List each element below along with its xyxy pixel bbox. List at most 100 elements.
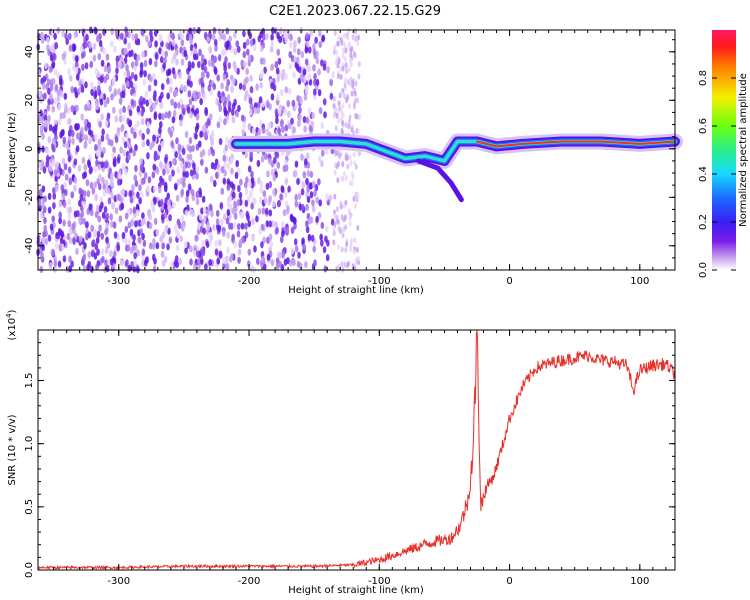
noise-speckle	[62, 111, 66, 119]
noise-speckle	[52, 202, 56, 210]
noise-speckle	[51, 144, 55, 152]
noise-speckle	[160, 83, 165, 91]
noise-speckle	[155, 242, 160, 250]
noise-speckle	[187, 183, 192, 191]
noise-speckle	[349, 47, 353, 54]
noise-speckle	[307, 73, 312, 81]
noise-speckle	[356, 191, 360, 198]
noise-speckle	[80, 51, 85, 59]
noise-speckle	[257, 207, 262, 216]
noise-speckle	[62, 219, 66, 227]
noise-speckle	[320, 59, 324, 67]
noise-speckle	[261, 255, 265, 263]
noise-speckle	[163, 202, 168, 210]
noise-speckle	[268, 195, 272, 203]
noise-speckle	[259, 186, 264, 194]
noise-speckle	[39, 212, 44, 220]
noise-speckle	[237, 256, 241, 264]
noise-speckle	[118, 107, 123, 116]
noise-speckle	[100, 232, 105, 240]
noise-speckle	[170, 141, 175, 149]
noise-speckle	[158, 112, 162, 120]
noise-speckle	[247, 123, 252, 131]
noise-speckle	[148, 57, 153, 66]
noise-layer	[36, 26, 361, 274]
noise-speckle	[341, 232, 345, 239]
noise-speckle	[266, 101, 270, 109]
noise-speckle	[139, 62, 144, 70]
noise-speckle	[41, 132, 45, 140]
noise-speckle	[146, 209, 151, 217]
noise-speckle	[179, 83, 184, 91]
noise-speckle	[157, 144, 162, 152]
noise-speckle	[152, 102, 156, 111]
noise-speckle	[134, 179, 139, 188]
noise-speckle	[138, 184, 142, 192]
noise-speckle	[119, 259, 124, 267]
noise-speckle	[217, 166, 222, 174]
noise-speckle	[203, 58, 207, 66]
noise-speckle	[90, 224, 95, 232]
noise-speckle	[344, 214, 348, 221]
noise-speckle	[325, 225, 329, 233]
x-tick-label: 0	[506, 576, 512, 587]
noise-speckle	[346, 94, 350, 101]
noise-speckle	[195, 165, 200, 173]
noise-speckle	[307, 217, 312, 225]
top-x-axis: -300 -200 -100 0 100	[53, 30, 667, 287]
noise-speckle	[75, 55, 79, 63]
noise-speckle	[185, 33, 190, 41]
noise-speckle	[253, 245, 257, 253]
noise-speckle	[95, 34, 100, 43]
noise-speckle	[106, 96, 110, 105]
noise-speckle	[194, 132, 198, 140]
noise-speckle	[193, 94, 198, 102]
noise-speckle	[233, 241, 238, 249]
noise-speckle	[225, 262, 230, 270]
noise-speckle	[200, 77, 204, 85]
noise-speckle	[334, 106, 338, 113]
noise-speckle	[294, 170, 298, 178]
noise-speckle	[186, 106, 191, 114]
noise-speckle	[214, 239, 219, 247]
noise-speckle	[239, 178, 243, 186]
noise-speckle	[286, 100, 291, 108]
noise-speckle	[314, 184, 319, 192]
noise-speckle	[276, 48, 281, 56]
noise-speckle	[296, 48, 301, 56]
noise-speckle	[47, 234, 52, 242]
noise-speckle	[275, 226, 279, 234]
noise-speckle	[138, 170, 143, 178]
noise-speckle	[281, 251, 285, 259]
noise-speckle	[101, 176, 105, 185]
noise-speckle	[246, 260, 251, 268]
noise-speckle	[43, 119, 48, 128]
noise-speckle	[259, 196, 263, 205]
bottom-x-axis-label: Height of straight line (km)	[288, 585, 424, 596]
noise-speckle	[230, 253, 234, 261]
noise-speckle	[261, 41, 266, 49]
noise-speckle	[338, 92, 342, 99]
colorbar-tick-label: 0.8	[698, 70, 709, 86]
noise-speckle	[317, 155, 322, 163]
noise-speckle	[236, 199, 241, 207]
noise-speckle	[270, 82, 274, 90]
noise-speckle	[263, 152, 268, 160]
noise-speckle	[213, 38, 218, 47]
noise-speckle	[277, 108, 282, 116]
noise-speckle	[70, 129, 75, 138]
noise-speckle	[172, 201, 176, 209]
noise-speckle	[154, 29, 158, 37]
noise-speckle	[270, 39, 275, 48]
y-tick-label: 1.0	[24, 436, 35, 452]
noise-speckle	[147, 176, 152, 184]
noise-speckle	[128, 190, 133, 198]
noise-speckle	[322, 98, 327, 106]
noise-speckle	[311, 199, 315, 207]
noise-speckle	[284, 86, 289, 94]
noise-speckle	[143, 59, 148, 68]
snr-panel: -300 -200 -100 0 100 0.0 0.5 1.0 1.5 Height of …	[5, 309, 676, 596]
noise-speckle	[291, 99, 296, 107]
noise-speckle	[121, 114, 126, 122]
track-core	[476, 140, 676, 148]
